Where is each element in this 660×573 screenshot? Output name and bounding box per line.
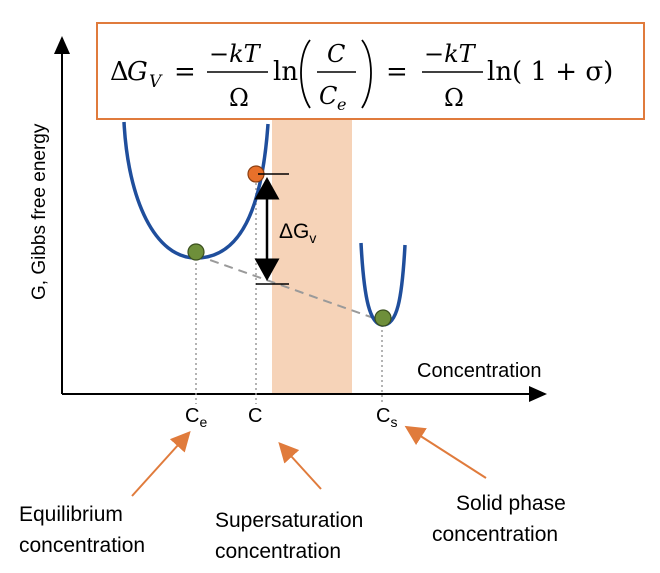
solid-phase-point-marker [374,309,392,327]
solid-phase-annotation-line2: concentration [432,523,558,546]
svg-text:G: G [127,57,148,87]
svg-text:ln( 1 + σ): ln( 1 + σ) [487,57,613,87]
supersaturation-arrow [278,442,322,490]
supersaturation-annotation-line2: concentration [215,540,341,563]
svg-text:−kT: −kT [209,40,262,68]
svg-text:−kT: −kT [424,40,477,68]
svg-text:ln: ln [273,57,298,87]
equilibrium-arrow [131,431,191,497]
supersaturation-annotation-line1: Supersaturation [215,509,363,532]
solid-phase-arrow [404,425,487,479]
svg-text:Δ: Δ [110,57,129,87]
x-axis-label: Concentration [417,360,542,382]
delta-gv-label: ΔGv [279,220,316,246]
equilibrium-annotation-line2: concentration [19,534,145,557]
svg-text:e: e [337,95,346,114]
common-tangent-line [195,254,383,322]
y-axis-label: G, Gibbs free energy [29,123,50,300]
supersaturation-band [272,110,352,395]
cs-axis-label: Cs [376,405,397,430]
svg-text:C: C [327,40,345,68]
liquid-free-energy-curve [122,121,270,260]
svg-text:Ω: Ω [444,84,464,112]
svg-text:C: C [319,82,337,110]
equilibrium-point-marker [187,243,205,261]
svg-text:Ω: Ω [229,84,249,112]
gibbs-equation: Δ G V = −kT Ω ln C C e = −kT Ω ln( 1 + σ… [110,39,613,114]
solid-phase-annotation-line1: Solid phase [456,492,566,515]
svg-text:=: = [386,57,408,87]
equilibrium-annotation-line1: Equilibrium [19,503,123,526]
ce-axis-label: Ce [185,405,207,430]
svg-text:=: = [174,57,196,87]
svg-text:V: V [149,72,163,92]
c-axis-label: C [248,405,262,427]
